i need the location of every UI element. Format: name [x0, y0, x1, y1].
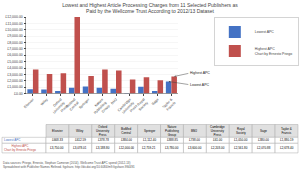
svg-text:RoyalSociety: RoyalSociety — [135, 97, 149, 111]
svg-text:£2,678.40: £2,678.40 — [280, 146, 294, 150]
svg-text:£12,000.00: £12,000.00 — [119, 146, 134, 150]
svg-text:£1,050.00: £1,050.00 — [234, 138, 248, 142]
svg-text:£2,759.21: £2,759.21 — [142, 146, 156, 150]
svg-text:Wiley: Wiley — [76, 129, 84, 133]
svg-text:£9,000.00: £9,000.00 — [7, 34, 23, 38]
svg-text:£12,000.00: £12,000.00 — [5, 15, 23, 19]
svg-text:£3,780.00: £3,780.00 — [165, 146, 179, 150]
svg-text:BMJ: BMJ — [191, 129, 198, 133]
svg-text:RoyalSociety: RoyalSociety — [236, 127, 246, 135]
svg-text:£1,000.00: £1,000.00 — [7, 85, 23, 89]
svg-text:£888.85: £888.85 — [167, 138, 178, 142]
svg-text:Lowest APC: Lowest APC — [4, 138, 21, 142]
svg-text:£2,070.88: £2,070.88 — [257, 146, 271, 150]
svg-text:£3,750.00: £3,750.00 — [50, 146, 64, 150]
svg-text:£5,000.00: £5,000.00 — [7, 60, 23, 64]
svg-text:£668.33: £668.33 — [52, 138, 63, 142]
svg-text:NaturePublishingGroup: NaturePublishingGroup — [90, 98, 111, 119]
svg-text:£2,561.80: £2,561.80 — [234, 146, 248, 150]
svg-text:£10,000.00: £10,000.00 — [5, 28, 23, 32]
svg-text:BMJ: BMJ — [110, 97, 118, 105]
svg-text:Highest APC: Highest APC — [190, 71, 210, 75]
svg-text:£884.00: £884.00 — [121, 138, 132, 142]
svg-text:£11,000.00: £11,000.00 — [6, 22, 23, 26]
svg-text:Lowest APC: Lowest APC — [190, 83, 210, 87]
svg-text:£738.00: £738.00 — [189, 138, 200, 142]
svg-text:£4,000.00: £4,000.00 — [7, 66, 23, 70]
svg-text:Taylor &Francis: Taylor &Francis — [281, 127, 292, 135]
svg-text:Sage: Sage — [151, 98, 160, 107]
svg-text:CambridgeUniversityPress: CambridgeUniversityPress — [117, 97, 139, 119]
svg-text:£2,000.00: £2,000.00 — [7, 79, 23, 83]
svg-text:OxfordUniversityPress: OxfordUniversityPress — [96, 125, 110, 137]
svg-text:BioMedCentral: BioMedCentral — [65, 97, 80, 112]
svg-text:Sage: Sage — [260, 129, 267, 133]
svg-text:Springer: Springer — [144, 129, 155, 133]
svg-text:£1,880.19: £1,880.19 — [280, 138, 294, 142]
svg-text:£61.00: £61.00 — [213, 138, 223, 142]
svg-text:£378.78: £378.78 — [98, 138, 109, 142]
svg-text:Lowest and Highest Article Pro: Lowest and Highest Article Processing Ch… — [62, 2, 238, 15]
svg-text:Highest APCChart by Ernesto Pr: Highest APCChart by Ernesto Priego — [4, 144, 36, 152]
svg-text:Lowest APC: Lowest APC — [255, 30, 275, 34]
svg-text:£380.00: £380.00 — [258, 138, 269, 142]
svg-text:OxfordUniversityPress: OxfordUniversityPress — [49, 97, 69, 117]
svg-text:£3,600.00: £3,600.00 — [188, 146, 202, 150]
svg-text:£0.00: £0.00 — [14, 92, 23, 96]
svg-text:£3,078.01: £3,078.01 — [73, 146, 87, 150]
svg-text:£8,000.00: £8,000.00 — [7, 41, 23, 45]
svg-text:£3,188.80: £3,188.80 — [96, 146, 110, 150]
svg-text:Elsevier: Elsevier — [52, 129, 63, 133]
svg-text:BioMedCentral: BioMedCentral — [121, 127, 132, 135]
svg-text:Highest APCChart by Ernesto Pr: Highest APCChart by Ernesto Priego — [255, 47, 292, 56]
svg-text:Elsevier: Elsevier — [23, 97, 35, 109]
svg-text:£612.59: £612.59 — [75, 138, 86, 142]
svg-text:£7,000.00: £7,000.00 — [7, 47, 23, 51]
svg-text:CambridgeUniversityPress: CambridgeUniversityPress — [210, 125, 225, 137]
svg-text:Wiley: Wiley — [40, 97, 49, 106]
svg-text:£3,000.00: £3,000.00 — [7, 73, 23, 77]
svg-text:£1,112.40: £1,112.40 — [143, 138, 156, 142]
svg-text:NaturePublishingGroup: NaturePublishingGroup — [165, 125, 179, 137]
svg-text:£6,000.00: £6,000.00 — [7, 53, 23, 57]
svg-text:Data sources: Priego, Ernesto,: Data sources: Priego, Ernesto, Stephan C… — [3, 161, 135, 169]
svg-text:Springer: Springer — [78, 97, 91, 110]
svg-text:Taylor &Francis: Taylor &Francis — [162, 97, 177, 112]
svg-text:£2,203.00: £2,203.00 — [211, 146, 225, 150]
